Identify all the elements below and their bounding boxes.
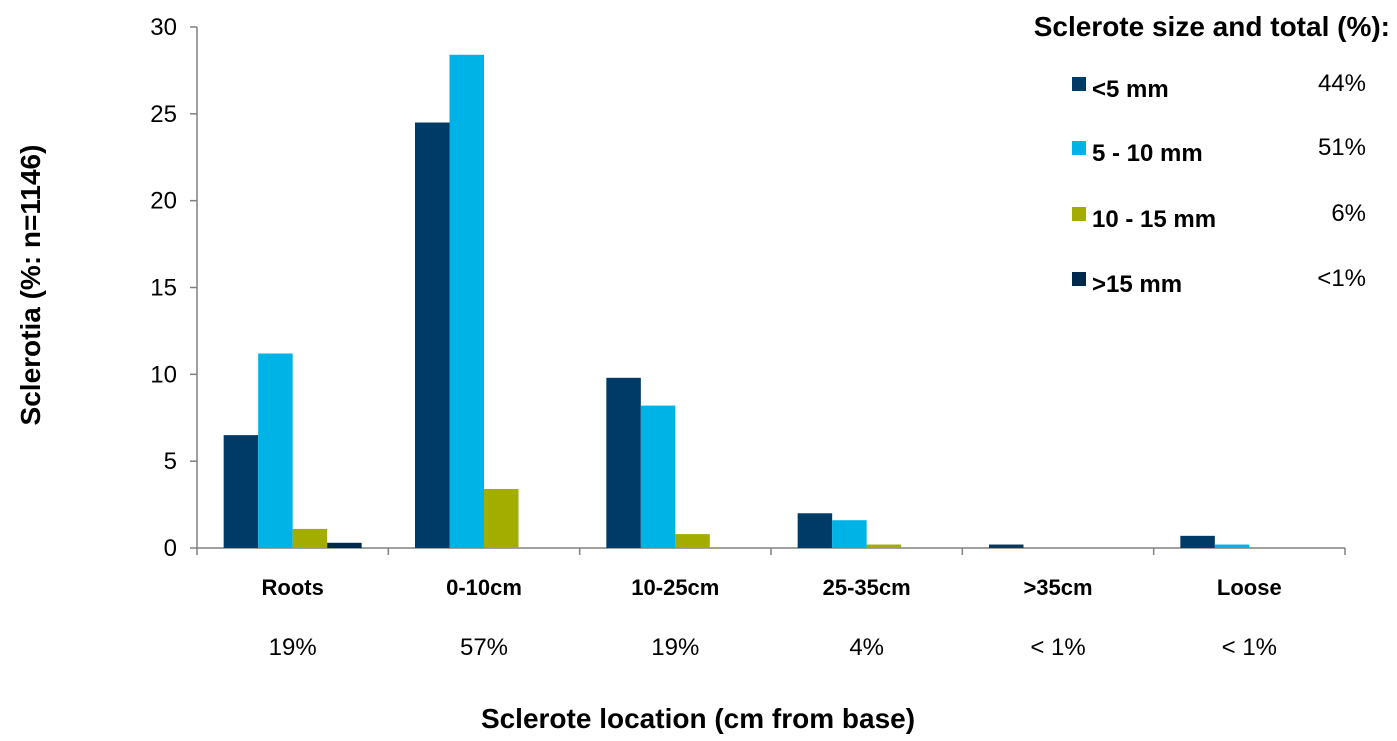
legend-total: 44% xyxy=(1318,70,1366,97)
y-tick-label: 5 xyxy=(164,448,177,475)
category-total-label: 19% xyxy=(269,634,317,661)
legend-label: <5 mm xyxy=(1092,76,1169,103)
category-total-label: < 1% xyxy=(1030,634,1085,661)
bar xyxy=(292,528,328,548)
legend-swatch xyxy=(1072,207,1086,221)
y-tick-label: 20 xyxy=(150,188,177,215)
bar xyxy=(1180,535,1215,548)
y-axis-title: Sclerotia (%: n=1146) xyxy=(15,145,46,426)
category-total-label: 4% xyxy=(849,634,884,661)
bar xyxy=(797,513,833,548)
legend-total: 51% xyxy=(1318,134,1366,161)
bar xyxy=(989,544,1024,548)
bar xyxy=(484,488,519,548)
x-axis-title: Sclerote location (cm from base) xyxy=(481,703,915,734)
legend-title: Sclerote size and total (%): xyxy=(1034,11,1390,42)
y-tick-label: 15 xyxy=(150,275,177,302)
bar xyxy=(258,353,293,548)
legend-total: 6% xyxy=(1331,200,1366,227)
x-tick-label: Roots xyxy=(262,575,324,600)
bar xyxy=(223,435,259,548)
x-tick-label: 0-10cm xyxy=(446,575,522,600)
bar xyxy=(415,122,450,549)
x-tick-label: >35cm xyxy=(1023,575,1092,600)
x-tick-label: Loose xyxy=(1217,575,1282,600)
y-tick-label: 0 xyxy=(164,535,177,562)
legend-total: <1% xyxy=(1317,265,1366,292)
bar xyxy=(449,54,484,548)
category-total-label: < 1% xyxy=(1222,634,1277,661)
bar xyxy=(606,377,641,548)
bar xyxy=(1214,544,1250,548)
bar xyxy=(832,520,867,548)
y-tick-label: 30 xyxy=(150,14,177,41)
legend-label: 10 - 15 mm xyxy=(1092,206,1216,233)
legend-swatch xyxy=(1072,141,1086,155)
legend-label: >15 mm xyxy=(1092,271,1182,298)
category-total-label: 19% xyxy=(651,634,699,661)
x-tick-label: 25-35cm xyxy=(823,575,911,600)
x-tick-label: 10-25cm xyxy=(631,575,719,600)
y-tick-label: 10 xyxy=(150,361,177,388)
legend-swatch xyxy=(1072,272,1086,286)
legend-label: 5 - 10 mm xyxy=(1092,140,1203,167)
bar xyxy=(675,534,710,548)
y-tick-label: 25 xyxy=(150,101,177,128)
bar xyxy=(866,544,902,548)
y-axis-title-group: Sclerotia (%: n=1146) xyxy=(15,145,46,426)
bar xyxy=(327,542,362,548)
bar xyxy=(640,405,676,548)
legend: Sclerote size and total (%): <5 mm 44% 5 -… xyxy=(1034,11,1390,298)
legend-swatch xyxy=(1072,77,1086,91)
plot-area: 0 5 10 15 20 25 30 Roots 19% 0-10cm 57% 10-25cm 19% 2… xyxy=(150,14,1346,661)
category-total-label: 57% xyxy=(460,634,508,661)
